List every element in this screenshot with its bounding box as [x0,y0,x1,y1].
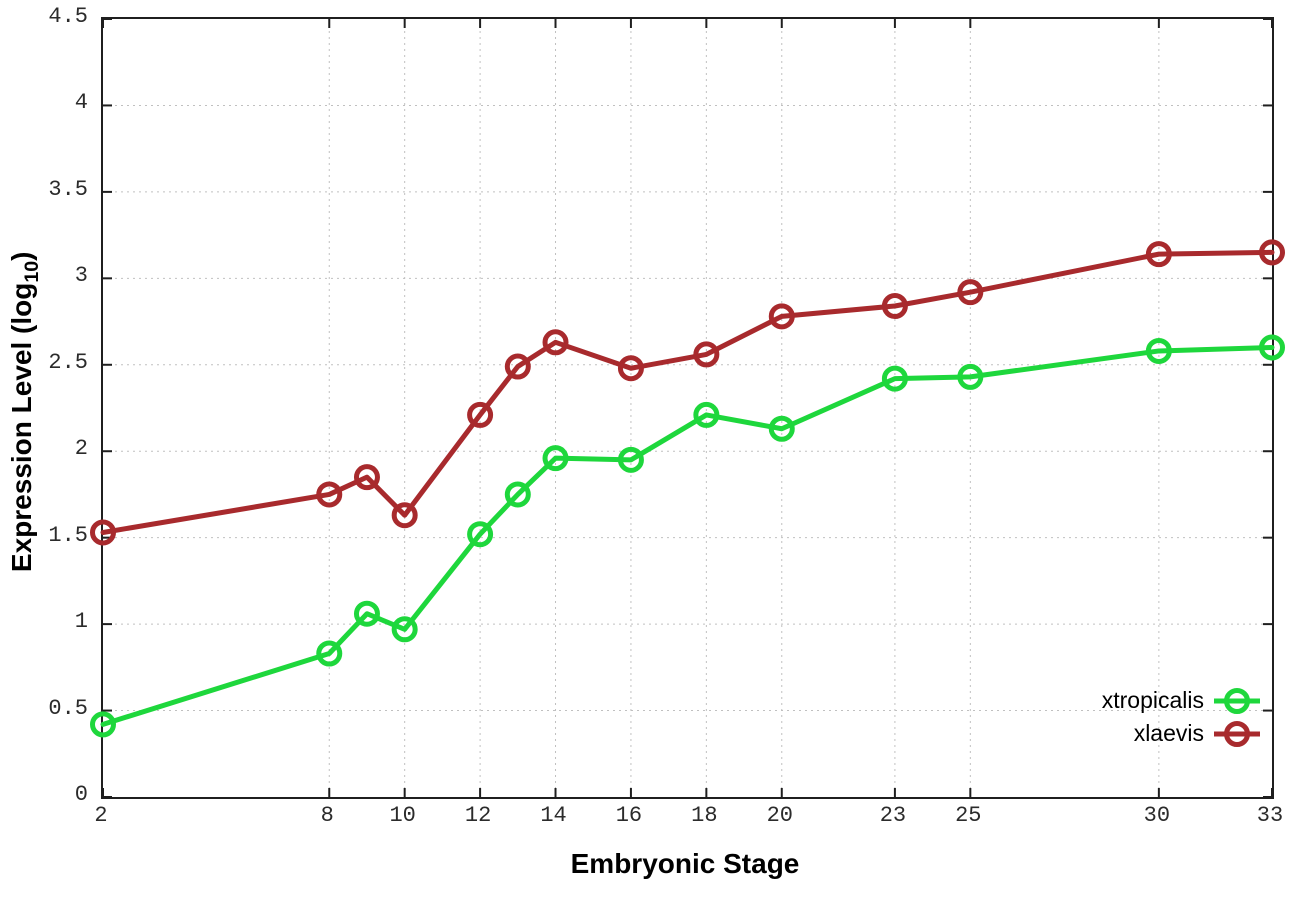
x-axis-title: Embryonic Stage [570,848,800,879]
y-tick-label: 3.5 [48,176,88,202]
x-tick-label: 18 [691,803,718,828]
y-axis-title-end: ) [6,251,38,261]
legend-label-xtropicalis: xtropicalis [1101,687,1204,713]
x-tick-label: 12 [464,803,492,828]
y-tick-label: 3 [74,263,88,289]
legend-label-xlaevis: xlaevis [1133,720,1204,746]
legend-row-xlaevis: xlaevis [1102,717,1260,750]
x-tick-label: 14 [540,803,567,828]
x-tick-label: 10 [389,803,416,828]
x-tick-label: 25 [955,803,982,828]
x-tick-label: 8 [320,803,334,828]
y-tick-label: 4.5 [48,4,88,29]
x-tick-label: 33 [1256,803,1284,828]
plot-area [90,17,1285,799]
y-tick-label: 0.5 [48,695,88,721]
x-tick-label: 30 [1143,803,1171,828]
y-tick-label: 1 [74,609,88,635]
x-tick-label: 20 [766,803,793,828]
plot-svg [90,18,1285,798]
legend: xtropicalis xlaevis [1102,684,1260,750]
y-tick-label: 0 [74,782,88,807]
x-tick-label: 16 [615,803,643,828]
y-tick-label: 4 [74,90,88,116]
legend-sample-xlaevis [1214,720,1260,747]
y-axis-title: Expression Level (log10) [6,212,44,612]
y-tick-label: 2.5 [48,349,88,375]
legend-row-xtropicalis: xtropicalis [1102,684,1260,717]
y-tick-label: 1.5 [48,522,88,548]
x-tick-label: 2 [94,803,108,828]
legend-sample-xtropicalis [1214,687,1260,714]
y-axis-title-main: Expression Level (log [6,282,38,573]
y-axis-title-sub: 10 [20,260,43,283]
x-tick-label: 23 [879,803,907,828]
y-tick-label: 2 [74,436,88,462]
